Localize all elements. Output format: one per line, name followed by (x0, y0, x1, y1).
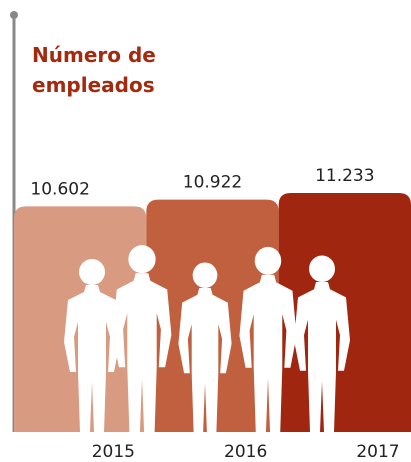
value-label: 10.922 (183, 173, 242, 193)
value-label: 10.602 (30, 179, 89, 199)
axis-dot (10, 11, 18, 19)
x-tick-label: 2015 (92, 442, 135, 462)
page: {"chart_data": {"type": "bar", "title": … (0, 0, 411, 462)
value-label: 11.233 (315, 166, 374, 186)
x-tick-label: 2016 (224, 442, 267, 462)
x-tick-label: 2017 (356, 442, 399, 462)
chart-title: Número de empleados (32, 40, 162, 100)
